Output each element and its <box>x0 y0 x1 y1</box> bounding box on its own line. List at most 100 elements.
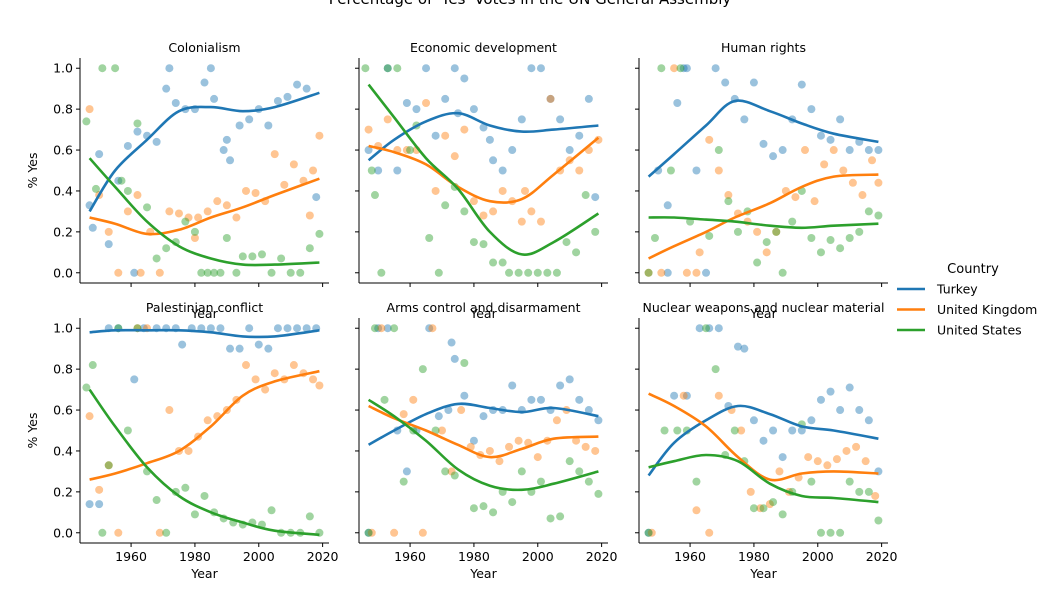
scatter-point <box>222 201 231 210</box>
scatter-point <box>222 135 231 144</box>
scatter-point <box>820 160 829 169</box>
scatter-point <box>232 268 241 277</box>
scatter-point <box>377 268 386 277</box>
scatter-point <box>248 252 257 261</box>
scatter-point <box>469 504 478 513</box>
scatter-point <box>565 146 574 155</box>
x-axis-label: Year <box>749 566 777 581</box>
scatter-point <box>245 115 254 124</box>
panel-title: Human rights <box>721 40 806 55</box>
smooth-line-united-kingdom <box>89 369 320 481</box>
scatter-point <box>829 146 838 155</box>
scatter-point <box>527 395 536 404</box>
scatter-point <box>206 64 215 73</box>
scatter-point <box>692 166 701 175</box>
scatter-point <box>733 342 742 351</box>
scatter-point <box>450 354 459 363</box>
scatter-point <box>584 94 593 103</box>
scatter-point <box>367 528 376 537</box>
scatter-point <box>495 457 504 466</box>
scatter-point <box>663 201 672 210</box>
scatter-point <box>679 64 688 73</box>
scatter-point <box>778 146 787 155</box>
scatter-point <box>114 176 123 185</box>
scatter-point <box>705 135 714 144</box>
scatter-point <box>746 487 755 496</box>
scatter-point <box>190 510 199 519</box>
scatter-point <box>695 248 704 257</box>
scatter-point <box>364 528 373 537</box>
scatter-point <box>489 258 498 267</box>
scatter-point <box>594 489 603 498</box>
scatter-point <box>543 268 552 277</box>
scatter-point <box>441 131 450 140</box>
scatter-point <box>283 92 292 101</box>
scatter-point <box>309 166 318 175</box>
scatter-point <box>533 453 542 462</box>
scatter-point <box>591 227 600 236</box>
scatter-point <box>749 78 758 87</box>
scatter-point <box>257 250 266 259</box>
scatter-point <box>714 146 723 155</box>
scatter-point <box>399 410 408 419</box>
scatter-point <box>836 406 845 415</box>
scatter-point <box>82 117 91 126</box>
scatter-point <box>155 268 164 277</box>
scatter-point <box>162 84 171 93</box>
scatter-point <box>721 78 730 87</box>
smooth-line-united-kingdom <box>89 177 320 236</box>
panel-title: Colonialism <box>168 40 240 55</box>
scatter-point <box>409 395 418 404</box>
scatter-point <box>775 467 784 476</box>
scatter-point <box>98 528 107 537</box>
x-tick-label: 1980 <box>458 549 490 564</box>
scatter-point <box>264 344 273 353</box>
scatter-point <box>273 324 282 333</box>
scatter-point <box>527 207 536 216</box>
legend-label: United States <box>937 323 1022 338</box>
scatter-point <box>753 227 762 236</box>
scatter-point <box>788 217 797 226</box>
scatter-point <box>434 412 443 421</box>
scatter-point <box>756 504 765 513</box>
scatter-point <box>797 80 806 89</box>
scatter-point <box>162 528 171 537</box>
scatter-point <box>447 338 456 347</box>
y-tick-label: 0.2 <box>53 224 73 239</box>
scatter-point <box>517 217 526 226</box>
panel-6: Nuclear weapons and nuclear material 1960… <box>635 300 898 581</box>
scatter-point <box>855 487 864 496</box>
scatter-point <box>839 166 848 175</box>
scatter-point <box>848 178 857 187</box>
scatter-point <box>422 64 431 73</box>
scatter-point <box>152 254 161 263</box>
scatter-point <box>644 268 653 277</box>
scatter-point <box>418 528 427 537</box>
scatter-point <box>801 146 809 155</box>
scatter-point <box>807 477 816 486</box>
scatter-point <box>216 324 225 333</box>
legend-label: Turkey <box>936 282 978 297</box>
scatter-point <box>402 99 411 107</box>
panel-title: Nuclear weapons and nuclear material <box>643 300 885 315</box>
scatter-point <box>261 385 270 394</box>
y-tick-label: 0.6 <box>53 403 73 418</box>
scatter-point <box>714 166 723 175</box>
scatter-point <box>852 442 861 451</box>
y-tick-label: 0.8 <box>53 362 73 377</box>
scatter-point <box>855 227 864 236</box>
scatter-point <box>858 191 867 200</box>
scatter-point <box>117 176 126 185</box>
scatter-point <box>705 528 714 537</box>
scatter-point <box>650 234 659 242</box>
scatter-point <box>438 426 446 435</box>
scatter-point <box>364 528 373 537</box>
scatter-point <box>556 512 565 521</box>
scatter-point <box>508 146 517 155</box>
scatter-point <box>769 498 778 507</box>
scatter-point <box>644 268 653 277</box>
scatter-point <box>383 115 392 124</box>
scatter-point <box>676 64 685 73</box>
smooth-line-united-states <box>648 216 879 230</box>
